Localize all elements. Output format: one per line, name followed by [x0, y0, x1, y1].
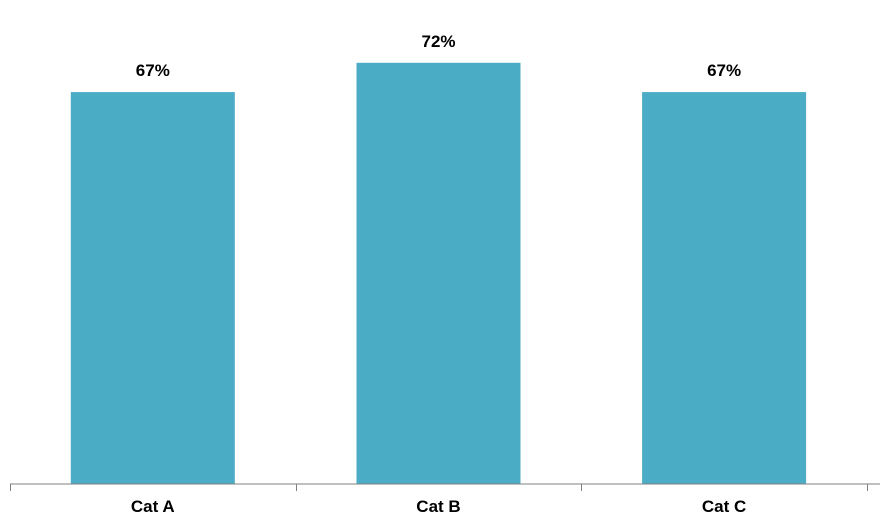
x-axis-ticks-group: Cat A Cat B Cat C [10, 484, 868, 516]
data-label: 67% [136, 61, 170, 80]
bar-cat-c [642, 92, 807, 484]
data-labels-group: 67% 72% 67% [136, 32, 741, 80]
x-tick-label: Cat B [416, 497, 460, 516]
bars-group [70, 62, 807, 485]
data-label: 72% [421, 32, 455, 51]
x-tick-label: Cat A [131, 497, 175, 516]
bar-cat-a [70, 92, 235, 484]
x-tick-label: Cat C [702, 497, 746, 516]
data-label: 67% [707, 61, 741, 80]
bar-cat-b [356, 62, 521, 485]
